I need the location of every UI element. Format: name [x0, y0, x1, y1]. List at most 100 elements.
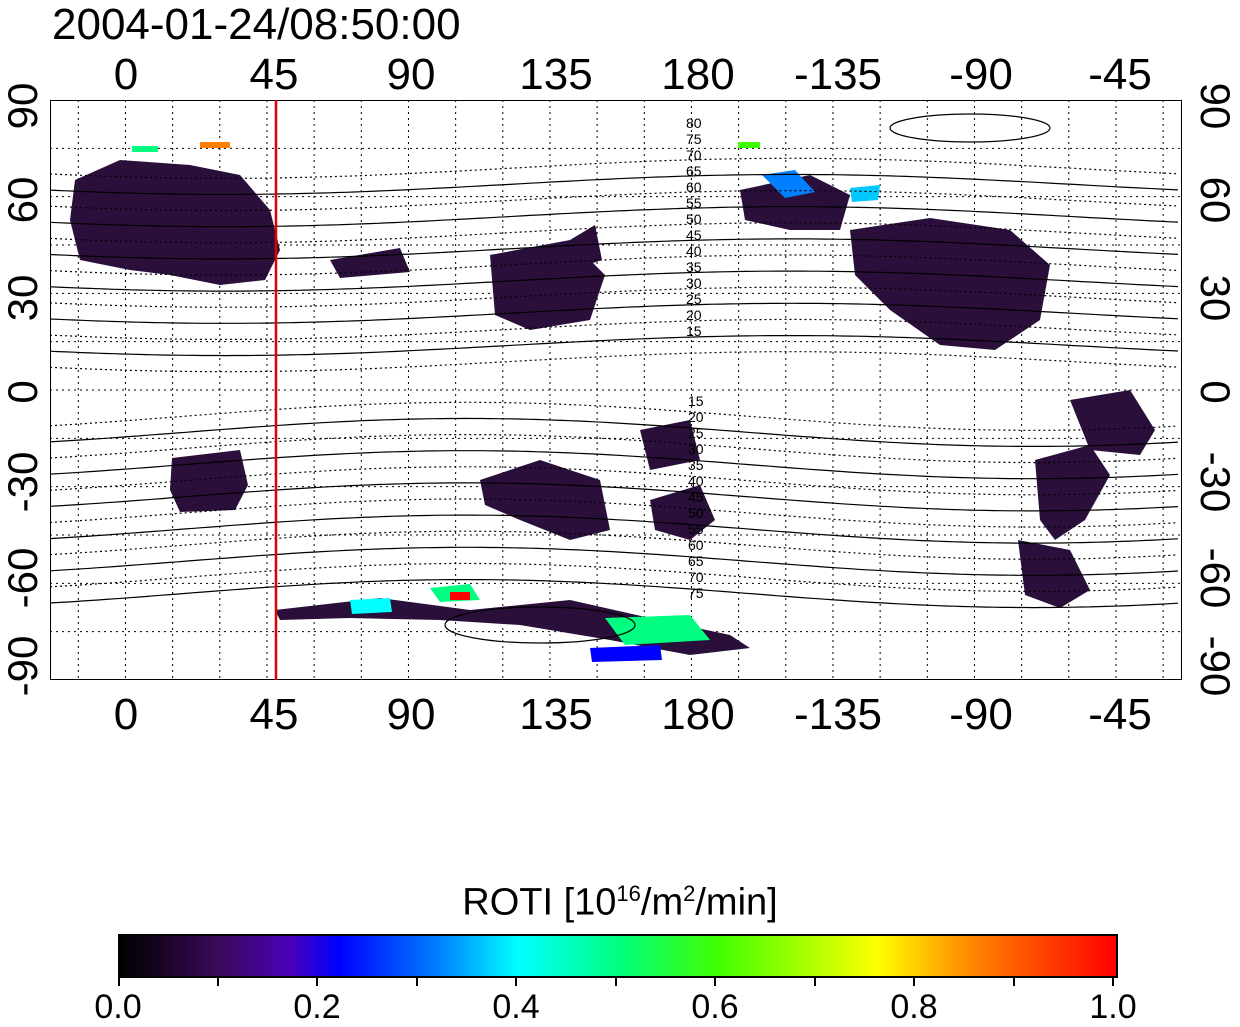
- magnetic-latitude-label: 45: [688, 489, 704, 505]
- bottom-lon-tick: -135: [793, 690, 883, 739]
- magnetic-latitude-label: 40: [688, 473, 704, 489]
- magnetic-latitude-contour: [50, 286, 1179, 308]
- magnetic-latitude-contour: [50, 351, 1179, 373]
- magnetic-latitude-contour: [50, 482, 1179, 512]
- colorbar-title-mid: /m: [640, 881, 684, 924]
- magnetic-pole-contour: [889, 113, 1051, 143]
- magnetic-latitude-contour: [50, 335, 1179, 357]
- magnetic-latitude-label: 15: [686, 323, 702, 339]
- north-green-roti: [132, 146, 158, 152]
- magnetic-latitude-label: 35: [688, 457, 704, 473]
- top-lon-tick: 90: [386, 50, 436, 99]
- bottom-lon-tick: 90: [386, 690, 436, 739]
- magnetic-latitude-label: 60: [686, 179, 702, 195]
- colorbar-title: ROTI [1016/m2/min]: [0, 872, 1240, 925]
- magnetic-latitude-label: 65: [686, 163, 702, 179]
- magnetic-latitude-label: 20: [686, 307, 702, 323]
- magnetic-latitude-contours: [50, 113, 1179, 644]
- bottom-lon-tick: -90: [949, 690, 1013, 739]
- bottom-lon-tick: 135: [519, 690, 593, 739]
- left-lat-tick: 90: [0, 82, 46, 130]
- japan-roti-cells: [570, 225, 602, 268]
- colorbar-label: 0.6: [691, 988, 739, 1026]
- magnetic-latitude-label: 75: [686, 131, 702, 147]
- right-lat-tick: 90: [1192, 82, 1239, 130]
- top-lon-tick: 45: [249, 50, 299, 99]
- top-lon-tick: -90: [949, 50, 1013, 99]
- magnetic-latitude-contour: [50, 514, 1179, 544]
- magnetic-latitude-contour: [50, 530, 1179, 560]
- antarctic-high-roti: [350, 598, 392, 614]
- magnetic-latitude-contour: [50, 238, 1179, 260]
- top-lon-tick: 135: [519, 50, 593, 99]
- left-latitude-axis: 90 60 30 0 -30 -60 -90: [0, 83, 46, 697]
- magnetic-latitude-label: 35: [686, 259, 702, 275]
- colorbar-tick: [316, 976, 318, 986]
- colorbar-tick: [1013, 976, 1015, 986]
- magnetic-latitude-label: 55: [686, 195, 702, 211]
- magnetic-latitude-label: 25: [686, 291, 702, 307]
- north-america-roti-cells: [850, 218, 1050, 350]
- left-lat-tick: 60: [0, 176, 46, 224]
- magnetic-latitude-label: 65: [688, 553, 704, 569]
- colorbar-title-end: /min]: [695, 881, 778, 924]
- colorbar-labels: 0.0 0.2 0.4 0.6 0.8 1.0: [94, 988, 1136, 1026]
- alaska-green-roti: [738, 142, 760, 148]
- magnetic-latitude-contour: [50, 546, 1179, 576]
- antarctic-peak-roti: [450, 592, 470, 600]
- right-lat-tick: -60: [1192, 547, 1239, 609]
- colorbar-label: 1.0: [1089, 988, 1137, 1026]
- colorbar-title-exponent: 16: [616, 881, 641, 906]
- colorbar-tick: [416, 976, 418, 986]
- magnetic-latitude-label: 40: [686, 243, 702, 259]
- patagonia-roti-cells: [1018, 540, 1090, 608]
- magnetic-latitude-label: 75: [688, 585, 704, 601]
- colorbar-label: 0.0: [94, 988, 142, 1026]
- top-lon-tick: -45: [1088, 50, 1152, 99]
- colorbar-tick: [1112, 976, 1114, 986]
- magnetic-latitude-label: 20: [688, 409, 704, 425]
- colorbar-tick: [118, 976, 120, 986]
- magnetic-latitude-contour: [50, 157, 1179, 179]
- colorbar-label: 0.4: [492, 988, 540, 1026]
- magnetic-latitude-contour: [50, 206, 1179, 228]
- colorbar-title-main: ROTI [10: [462, 881, 617, 924]
- magnetic-latitude-label: 25: [688, 425, 704, 441]
- right-lat-tick: -90: [1192, 635, 1239, 697]
- left-lat-tick: 0: [0, 380, 46, 404]
- magnetic-latitude-label: 50: [688, 505, 704, 521]
- bottom-longitude-axis: 0 45 90 135 180 -135 -90 -45: [0, 690, 1240, 739]
- top-lon-tick: 0: [113, 50, 139, 99]
- magnetic-latitude-label: 70: [686, 147, 702, 163]
- magnetic-latitude-contour: [50, 401, 1179, 431]
- top-longitude-axis: 0 45 90 135 180 -135 -90 -45: [0, 50, 1240, 99]
- alaska-high-roti: [762, 170, 815, 198]
- right-lat-tick: 0: [1192, 380, 1239, 404]
- china-roti-cells: [490, 240, 605, 330]
- antarctic-high-roti: [590, 645, 662, 662]
- colorbar-tick-marks: [118, 976, 1118, 988]
- colorbar-tick: [217, 976, 219, 986]
- magnetic-latitude-contour: [50, 562, 1179, 592]
- colorbar-tick: [615, 976, 617, 986]
- magnetic-latitude-contour: [50, 222, 1179, 244]
- left-lat-tick: -30: [0, 451, 46, 513]
- magnetic-latitude-label: 55: [688, 521, 704, 537]
- alaska-roti-cells: [740, 175, 850, 230]
- east-brazil-roti-cells: [1070, 390, 1155, 455]
- magnetic-latitude-contour: [50, 498, 1179, 528]
- colorbar-tick: [714, 976, 716, 986]
- magnetic-latitude-contour: [50, 434, 1179, 464]
- magnetic-pole-contour: [444, 606, 636, 644]
- left-lat-tick: -90: [0, 635, 46, 697]
- europe-roti-cells: [70, 160, 280, 285]
- south-america-roti-cells: [1035, 445, 1110, 540]
- magnetic-latitude-label: 50: [686, 211, 702, 227]
- left-lat-tick: 30: [0, 274, 46, 322]
- magnetic-latitude-contour: [50, 466, 1179, 496]
- colorbar-label: 0.8: [890, 988, 938, 1026]
- magnetic-latitude-label: 45: [686, 227, 702, 243]
- alaska-high-roti: [850, 185, 880, 202]
